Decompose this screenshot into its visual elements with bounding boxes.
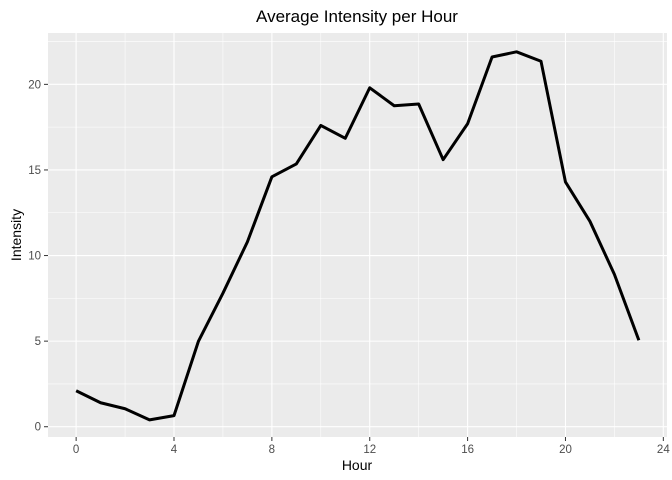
x-tick-label: 8 xyxy=(269,444,275,456)
chart-title: Average Intensity per Hour xyxy=(256,7,458,26)
y-tick-label: 5 xyxy=(35,336,41,348)
minor-gridlines xyxy=(48,33,667,437)
x-tick-label: 24 xyxy=(657,444,670,456)
y-tick-label: 15 xyxy=(28,165,41,177)
plot-panel xyxy=(48,33,667,437)
y-axis-title: Intensity xyxy=(8,209,24,261)
y-tick-label: 10 xyxy=(28,251,41,263)
series-line xyxy=(75,50,641,422)
x-tick-label: 4 xyxy=(171,444,178,456)
x-tick-label: 0 xyxy=(73,444,79,456)
axis-ticks xyxy=(44,83,664,441)
x-axis-title: Hour xyxy=(342,457,373,473)
y-tick-label: 20 xyxy=(28,79,41,91)
x-tick-label: 16 xyxy=(461,444,474,456)
tick-labels: 0 4 8 12 16 20 24 0 5 10 15 20 xyxy=(28,79,670,456)
y-tick-label: 0 xyxy=(35,422,41,434)
series-layer xyxy=(75,50,641,422)
x-tick-label: 12 xyxy=(363,444,376,456)
x-tick-label: 20 xyxy=(559,444,572,456)
